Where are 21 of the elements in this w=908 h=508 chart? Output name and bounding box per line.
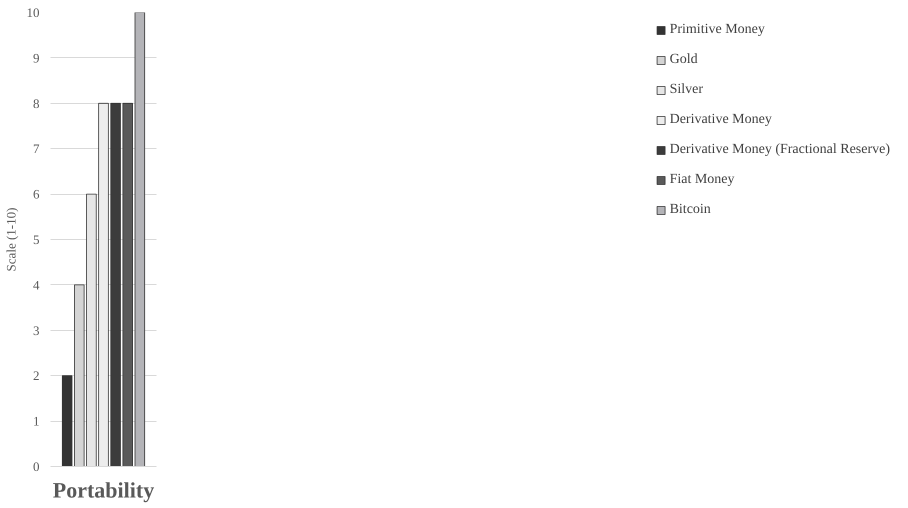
y-tick-label: 9 [33, 50, 40, 66]
legend-label: Silver [670, 82, 704, 98]
y-tick-label: 5 [33, 232, 40, 247]
y-tick-label: 10 [26, 5, 40, 20]
y-tick-label: 0 [33, 459, 40, 474]
y-tick-label: 4 [33, 277, 40, 292]
y-tick-label: 1 [33, 414, 40, 429]
legend-label: Derivative Money (Fractional Reserve) [670, 142, 890, 158]
legend-label: Bitcoin [670, 202, 711, 218]
bar [98, 102, 109, 466]
x-tick-label: Portability [52, 478, 154, 502]
legend-label: Fiat Money [670, 172, 735, 188]
y-tick-label: 7 [33, 141, 40, 156]
y-tick-label: 3 [33, 322, 40, 338]
legend-label: Gold [670, 52, 698, 68]
y-tick-label: 6 [33, 186, 40, 202]
legend-label: Derivative Money [670, 112, 772, 128]
y-tick-label: 2 [33, 368, 40, 384]
y-axis-title: Scale (1-10) [4, 208, 18, 272]
legend-label: Primitive Money [670, 22, 765, 38]
y-tick-label: 8 [33, 96, 40, 111]
